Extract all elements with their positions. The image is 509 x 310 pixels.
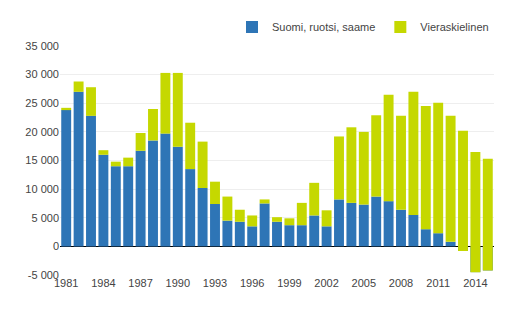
svg-text:2005: 2005 xyxy=(352,277,376,289)
svg-text:Vieraskielinen: Vieraskielinen xyxy=(420,21,488,33)
svg-text:0: 0 xyxy=(53,240,59,252)
svg-text:5 000: 5 000 xyxy=(31,212,59,224)
svg-text:2014: 2014 xyxy=(463,277,487,289)
svg-text:1996: 1996 xyxy=(240,277,264,289)
svg-text:-5 000: -5 000 xyxy=(28,269,59,281)
svg-text:1981: 1981 xyxy=(54,277,78,289)
svg-text:10 000: 10 000 xyxy=(25,183,59,195)
svg-text:20 000: 20 000 xyxy=(25,126,59,138)
svg-text:Suomi, ruotsi, saame: Suomi, ruotsi, saame xyxy=(272,21,375,33)
svg-text:1990: 1990 xyxy=(166,277,190,289)
svg-text:1984: 1984 xyxy=(91,277,115,289)
svg-text:1987: 1987 xyxy=(128,277,152,289)
svg-text:2002: 2002 xyxy=(314,277,338,289)
svg-text:2008: 2008 xyxy=(389,277,413,289)
svg-text:25 000: 25 000 xyxy=(25,97,59,109)
svg-text:2011: 2011 xyxy=(426,277,450,289)
svg-text:30 000: 30 000 xyxy=(25,68,59,80)
svg-text:1999: 1999 xyxy=(277,277,301,289)
svg-text:35 000: 35 000 xyxy=(25,40,59,52)
svg-text:15 000: 15 000 xyxy=(25,154,59,166)
svg-text:1993: 1993 xyxy=(203,277,227,289)
